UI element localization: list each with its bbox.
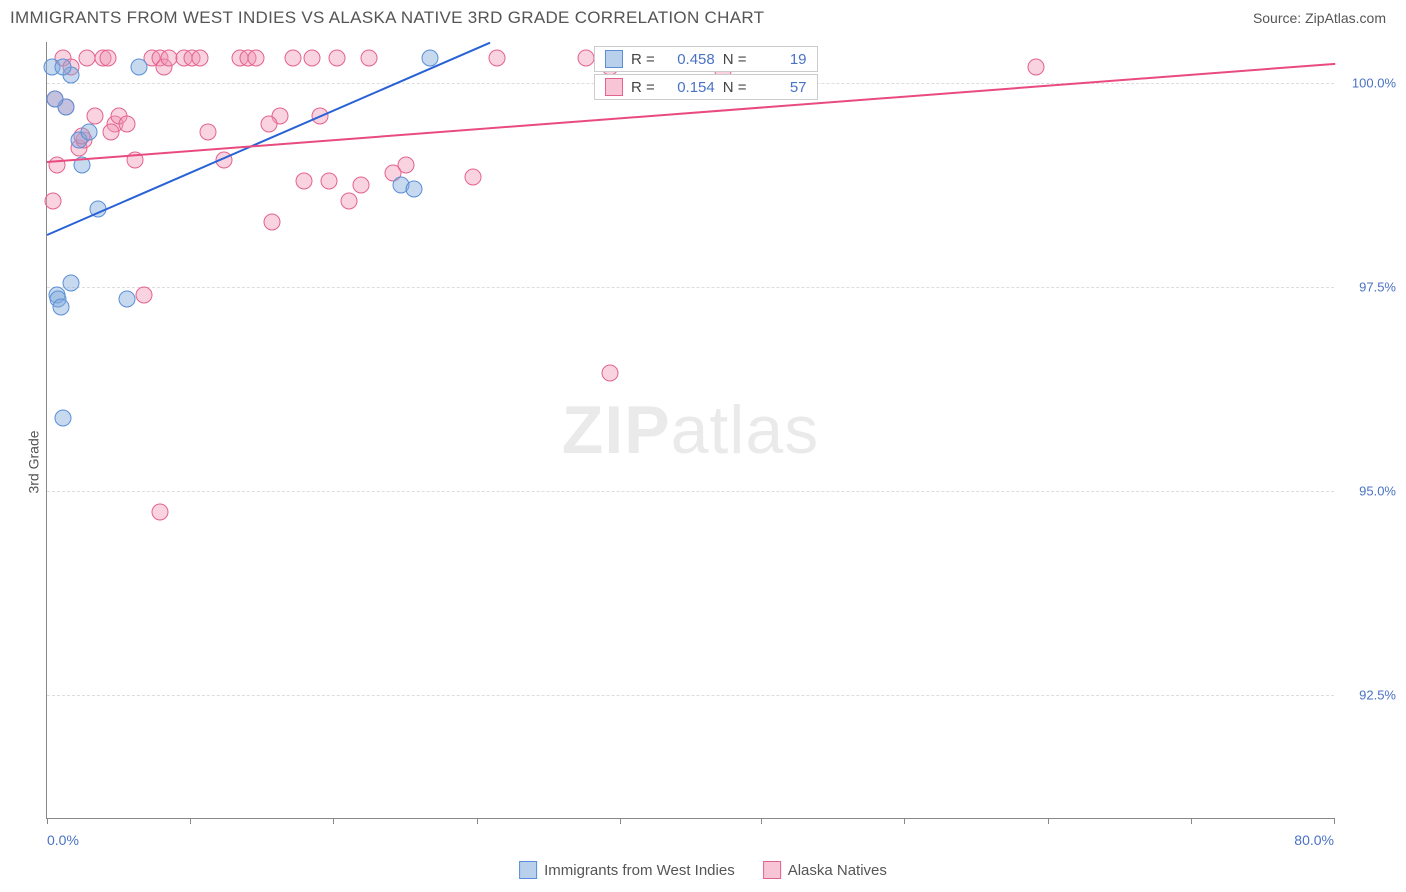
x-tick <box>761 818 762 824</box>
data-point <box>48 156 65 173</box>
stat-n-value: 57 <box>755 79 807 96</box>
stat-box: R = 0.458 N = 19 <box>594 46 818 72</box>
watermark-atlas: atlas <box>671 392 820 468</box>
data-point <box>199 123 216 140</box>
x-tick <box>620 818 621 824</box>
x-tick <box>190 818 191 824</box>
grid-line <box>47 491 1334 492</box>
legend: Immigrants from West Indies Alaska Nativ… <box>519 861 887 879</box>
watermark-zip: ZIP <box>562 392 671 468</box>
grid-line <box>47 695 1334 696</box>
x-tick <box>1048 818 1049 824</box>
chart-source: Source: ZipAtlas.com <box>1253 10 1386 26</box>
data-point <box>360 50 377 67</box>
data-point <box>191 50 208 67</box>
y-tick-label: 95.0% <box>1340 484 1396 499</box>
data-point <box>119 115 136 132</box>
y-axis-label: 3rd Grade <box>26 430 42 493</box>
stat-n-label: N = <box>723 51 747 68</box>
x-tick-label: 80.0% <box>1294 832 1334 848</box>
data-point <box>47 91 64 108</box>
data-point <box>119 291 136 308</box>
data-point <box>55 409 72 426</box>
data-point <box>87 107 104 124</box>
data-point <box>489 50 506 67</box>
legend-label-pink: Alaska Natives <box>788 862 887 879</box>
data-point <box>465 168 482 185</box>
stat-r-value: 0.154 <box>663 79 715 96</box>
chart-title: IMMIGRANTS FROM WEST INDIES VS ALASKA NA… <box>10 8 764 28</box>
stat-n-value: 19 <box>755 51 807 68</box>
y-tick-label: 92.5% <box>1340 688 1396 703</box>
data-point <box>320 172 337 189</box>
swatch-pink-icon <box>763 861 781 879</box>
data-point <box>285 50 302 67</box>
chart-container: 3rd Grade ZIPatlas 92.5%95.0%97.5%100.0%… <box>0 34 1406 889</box>
plot-area: ZIPatlas 92.5%95.0%97.5%100.0%0.0%80.0%R… <box>46 42 1334 819</box>
stat-r-value: 0.458 <box>663 51 715 68</box>
data-point <box>261 115 278 132</box>
data-point <box>248 50 265 67</box>
data-point <box>100 50 117 67</box>
chart-header: IMMIGRANTS FROM WEST INDIES VS ALASKA NA… <box>0 0 1406 34</box>
stat-swatch-icon <box>605 50 623 68</box>
data-point <box>103 123 120 140</box>
x-tick <box>47 818 48 824</box>
stat-swatch-icon <box>605 78 623 96</box>
stat-n-label: N = <box>723 79 747 96</box>
data-point <box>577 50 594 67</box>
data-point <box>264 213 281 230</box>
data-point <box>135 287 152 304</box>
data-point <box>45 193 62 210</box>
data-point <box>296 172 313 189</box>
grid-line <box>47 287 1334 288</box>
y-tick-label: 100.0% <box>1340 75 1396 90</box>
x-tick <box>333 818 334 824</box>
data-point <box>397 156 414 173</box>
data-point <box>405 181 422 198</box>
data-point <box>602 364 619 381</box>
data-point <box>341 193 358 210</box>
data-point <box>304 50 321 67</box>
data-point <box>352 176 369 193</box>
data-point <box>55 58 72 75</box>
data-point <box>80 123 97 140</box>
legend-item-blue: Immigrants from West Indies <box>519 861 735 879</box>
x-tick <box>904 818 905 824</box>
legend-item-pink: Alaska Natives <box>763 861 887 879</box>
data-point <box>328 50 345 67</box>
watermark: ZIPatlas <box>562 391 819 469</box>
y-tick-label: 97.5% <box>1340 280 1396 295</box>
x-tick <box>1191 818 1192 824</box>
data-point <box>130 58 147 75</box>
data-point <box>1028 58 1045 75</box>
stat-r-label: R = <box>631 51 655 68</box>
x-tick <box>1334 818 1335 824</box>
data-point <box>63 274 80 291</box>
data-point <box>151 503 168 520</box>
data-point <box>53 299 70 316</box>
stat-r-label: R = <box>631 79 655 96</box>
x-tick-label: 0.0% <box>47 832 79 848</box>
legend-label-blue: Immigrants from West Indies <box>544 862 735 879</box>
swatch-blue-icon <box>519 861 537 879</box>
x-tick <box>477 818 478 824</box>
data-point <box>79 50 96 67</box>
stat-box: R = 0.154 N = 57 <box>594 74 818 100</box>
